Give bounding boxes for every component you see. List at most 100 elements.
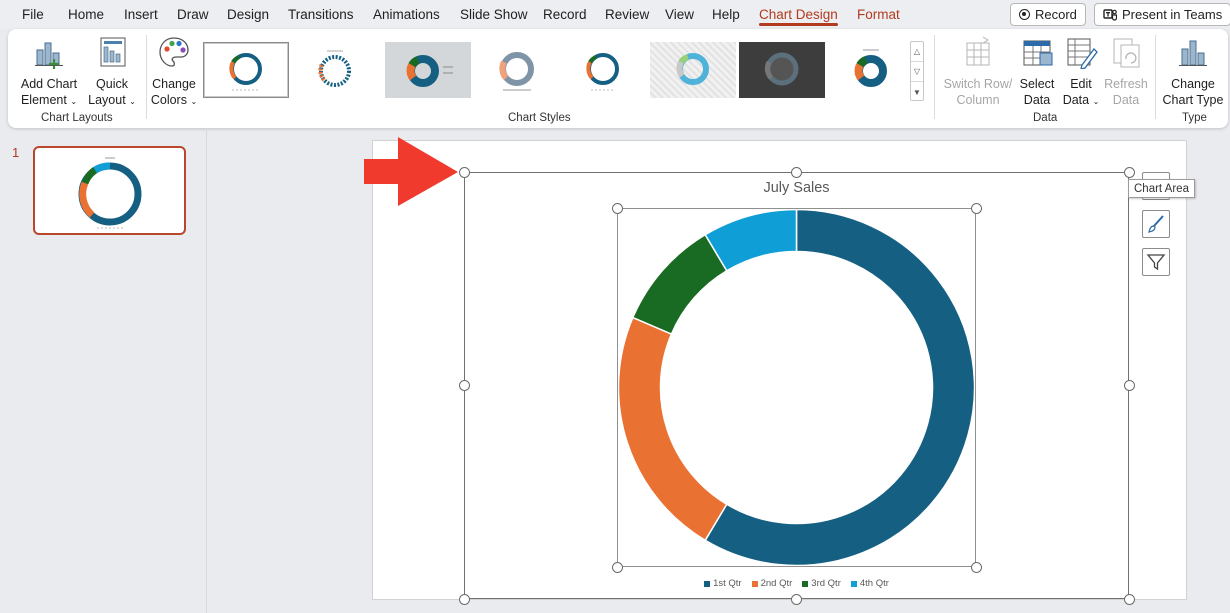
red-arrow-icon <box>364 137 458 206</box>
tab-insert[interactable]: Insert <box>124 7 158 22</box>
chart-area-handle-ne[interactable] <box>1123 166 1135 178</box>
add-chart-element-label-1: Add Chart <box>20 77 78 91</box>
chart-area-handle-se[interactable] <box>1123 593 1135 605</box>
legend-swatch <box>850 580 857 587</box>
chevron-down-icon: ⌄ <box>70 97 78 106</box>
select-data-label-1: Select <box>1019 77 1055 91</box>
tab-review[interactable]: Review <box>605 7 650 22</box>
plot-area-handle-sw[interactable] <box>611 561 623 573</box>
chart-style-7-preview <box>764 52 799 86</box>
chart-style-4-preview <box>499 52 534 91</box>
chart-style-6-preview <box>676 53 709 85</box>
tab-chart-design[interactable]: Chart Design <box>759 7 838 26</box>
present-in-teams-button[interactable]: Present in Teams <box>1094 3 1230 26</box>
chart-style-5[interactable] <box>560 42 646 98</box>
legend-label: 1st Qtr <box>713 578 742 589</box>
chart-area-handle-nw[interactable] <box>458 166 470 178</box>
change-colors-button[interactable]: Change Colors ⌄ <box>149 35 199 110</box>
chart-style-1-preview <box>229 53 262 91</box>
chart-layouts-group-label: Chart Layouts <box>41 112 113 124</box>
legend-swatch <box>802 580 809 587</box>
record-button[interactable]: Record <box>1010 3 1086 26</box>
slide-thumbnail[interactable] <box>33 146 186 235</box>
styles-gallery-scroll: △ ▽ ▼ <box>910 41 924 101</box>
tab-design[interactable]: Design <box>227 7 270 22</box>
quick-layout-button[interactable]: Quick Layout ⌄ <box>86 35 138 110</box>
add-chart-element-button[interactable]: Add Chart Element ⌄ <box>18 35 80 110</box>
legend-item-q1: 1st Qtr <box>704 578 742 589</box>
chart-style-3-preview <box>406 55 453 87</box>
change-colors-label-1: Change <box>152 77 196 91</box>
chart-area-handle-s[interactable] <box>790 593 802 605</box>
tab-animations[interactable]: Animations <box>373 7 440 22</box>
chart-style-4[interactable] <box>474 42 560 98</box>
scroll-down-icon[interactable]: ▽ <box>911 62 923 82</box>
chart-style-5-preview <box>586 53 619 91</box>
slides-pane: 1 <box>0 128 207 613</box>
chart-styles-gallery <box>203 42 923 100</box>
group-divider <box>934 35 935 119</box>
legend-item-q4: 4th Qtr <box>850 578 889 589</box>
scroll-up-icon[interactable]: △ <box>911 42 923 62</box>
legend-item-q2: 2nd Qtr <box>751 578 793 589</box>
tab-draw[interactable]: Draw <box>177 7 209 22</box>
tab-format[interactable]: Format <box>857 7 900 22</box>
plot-area-handle-nw[interactable] <box>611 202 623 214</box>
chevron-down-icon: ⌄ <box>129 97 136 106</box>
switch-row-column-button[interactable]: Switch Row/ Column <box>942 35 1014 108</box>
chart-style-1[interactable] <box>203 42 289 98</box>
select-data-icon <box>1023 40 1053 66</box>
chart-area-handle-sw[interactable] <box>458 593 470 605</box>
doughnut-slice-4[interactable] <box>704 208 798 272</box>
menu-bar: File Home Insert Draw Design Transitions… <box>0 0 1230 29</box>
switch-row-column-label-1: Switch Row/ <box>943 77 1013 91</box>
select-data-button[interactable]: Select Data <box>1016 35 1058 108</box>
tab-slide-show[interactable]: Slide Show <box>460 7 528 22</box>
palette-icon <box>159 37 189 67</box>
tab-transitions[interactable]: Transitions <box>288 7 354 22</box>
chart-style-7[interactable] <box>739 42 825 98</box>
tab-home[interactable]: Home <box>68 7 105 22</box>
chart-area-tooltip: Chart Area <box>1128 179 1195 198</box>
chart-style-6[interactable] <box>650 42 736 98</box>
group-divider <box>146 35 147 119</box>
tab-file[interactable]: File <box>22 7 44 22</box>
chart-style-8[interactable] <box>828 42 914 98</box>
quick-layout-label-2: Layout <box>88 93 126 107</box>
change-chart-type-label-2: Chart Type <box>1162 93 1224 107</box>
group-divider <box>1155 35 1156 119</box>
legend-label: 2nd Qtr <box>760 578 793 589</box>
gallery-expand-icon[interactable]: ▼ <box>913 87 921 97</box>
chart-style-3[interactable] <box>385 42 471 98</box>
chart-style-8-preview <box>854 49 887 87</box>
refresh-data-button[interactable]: Refresh Data <box>1104 35 1148 108</box>
chart-style-2-preview <box>318 50 351 87</box>
tab-record[interactable]: Record <box>543 7 587 22</box>
chart-area-handle-n[interactable] <box>790 166 802 178</box>
slide-number: 1 <box>12 145 20 160</box>
plot-area-handle-ne[interactable] <box>970 202 982 214</box>
chart-title[interactable]: July Sales <box>763 180 830 196</box>
refresh-data-label-1: Refresh <box>1104 77 1148 91</box>
plot-area-handle-se[interactable] <box>970 561 982 573</box>
change-colors-label-2: Colors <box>150 93 187 107</box>
chart-legend[interactable]: 1st Qtr 2nd Qtr 3rd Qtr 4th Qtr <box>464 578 1129 589</box>
tab-help[interactable]: Help <box>712 7 740 22</box>
chart-area-handle-w[interactable] <box>458 379 470 391</box>
change-chart-type-button[interactable]: Change Chart Type <box>1160 35 1226 108</box>
chart-filters-button[interactable] <box>1142 248 1170 276</box>
plot-area[interactable] <box>617 208 976 567</box>
teams-icon <box>1103 9 1117 21</box>
filter-icon <box>1146 254 1166 271</box>
tab-view[interactable]: View <box>665 7 695 22</box>
edit-data-button[interactable]: Edit Data ⌄ <box>1061 35 1101 110</box>
edit-data-label-2: Data <box>1062 93 1090 107</box>
change-chart-type-icon <box>1179 40 1207 66</box>
chart-style-2[interactable] <box>292 42 378 98</box>
chart-styles-button[interactable] <box>1142 210 1170 238</box>
doughnut-slice-1[interactable] <box>704 208 976 567</box>
add-chart-element-icon <box>35 42 63 69</box>
chart-area-handle-e[interactable] <box>1123 379 1135 391</box>
ribbon: Add Chart Element ⌄ Quick Layout ⌄ Chart… <box>8 29 1228 128</box>
